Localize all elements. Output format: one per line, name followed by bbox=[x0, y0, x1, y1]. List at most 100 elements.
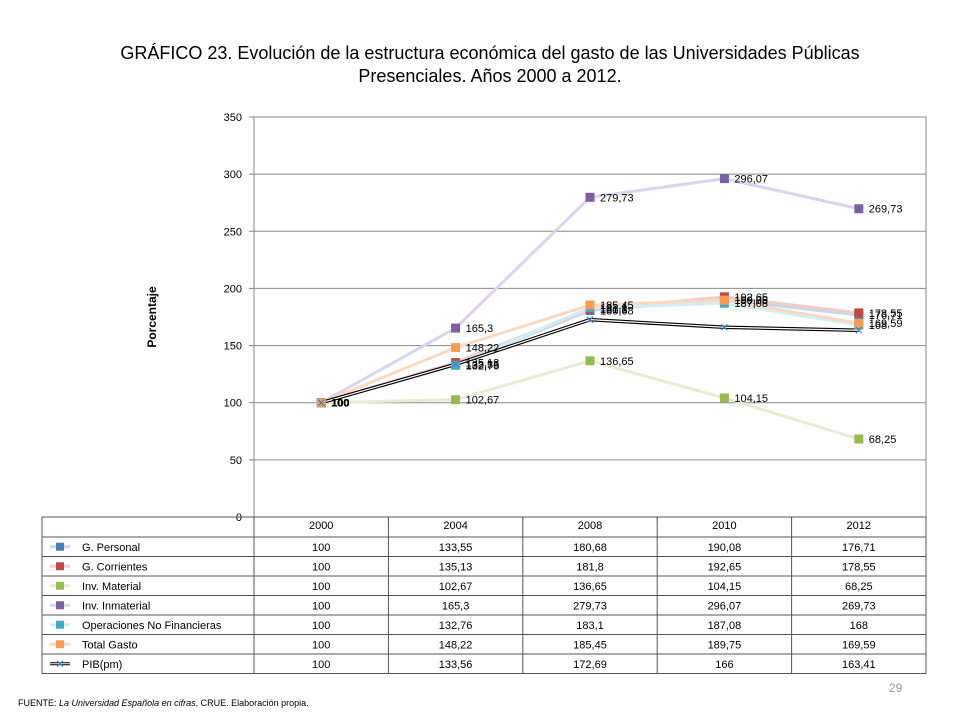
table-cell-value: 185,45 bbox=[573, 639, 607, 651]
data-label: 181,8 bbox=[600, 304, 628, 316]
table-cell-value: 166 bbox=[715, 659, 733, 671]
chart-title-line-2: Presenciales. Años 2000 a 2012. bbox=[358, 66, 622, 86]
data-point-marker bbox=[317, 399, 325, 407]
data-label: 100 bbox=[331, 398, 349, 410]
table-cell-value: 102,67 bbox=[439, 581, 473, 593]
x-tick-label: 2012 bbox=[847, 520, 871, 532]
table-cell-value: 100 bbox=[312, 600, 330, 612]
data-label: 136,65 bbox=[600, 356, 634, 368]
legend-key-marker bbox=[56, 562, 64, 571]
x-tick-label: 2008 bbox=[578, 520, 602, 532]
data-label: 169,59 bbox=[869, 318, 903, 330]
table-cell-value: 133,56 bbox=[439, 659, 473, 671]
x-tick-label: 2000 bbox=[309, 520, 333, 532]
data-label: 296,07 bbox=[734, 174, 768, 186]
data-label: 100 bbox=[331, 398, 349, 410]
data-point-marker bbox=[586, 316, 594, 324]
data-point-marker bbox=[720, 323, 728, 331]
table-cell-value: 100 bbox=[312, 620, 330, 632]
table-cell-value: 172,69 bbox=[573, 659, 607, 671]
table-cell-value: 178,55 bbox=[842, 561, 876, 573]
data-label: 135,13 bbox=[466, 358, 500, 370]
table-cell-value: 68,25 bbox=[845, 581, 873, 593]
data-point-marker bbox=[451, 343, 461, 353]
data-label: 100 bbox=[331, 398, 349, 410]
data-label: 190,08 bbox=[734, 295, 768, 307]
series-line bbox=[321, 359, 860, 441]
table-cell-value: 135,13 bbox=[439, 561, 473, 573]
data-label: 104,15 bbox=[734, 393, 768, 405]
data-point-marker bbox=[451, 395, 461, 405]
data-label: 187,08 bbox=[734, 298, 768, 310]
y-tick-label: 50 bbox=[230, 455, 242, 467]
data-point-marker bbox=[854, 318, 864, 328]
table-cell-value: 163,41 bbox=[842, 659, 876, 671]
table-cell-value: 279,73 bbox=[573, 600, 607, 612]
table-cell-value: 192,65 bbox=[708, 561, 742, 573]
data-point-marker bbox=[855, 326, 863, 334]
data-point-marker bbox=[719, 295, 729, 305]
legend-key-marker bbox=[56, 581, 64, 590]
legend-series-name: G. Corrientes bbox=[82, 561, 148, 573]
y-tick-label: 250 bbox=[224, 226, 242, 238]
data-label: 100 bbox=[331, 398, 349, 410]
y-tick-label: 150 bbox=[224, 341, 242, 353]
data-point-marker bbox=[719, 174, 729, 184]
data-label: 148,22 bbox=[466, 343, 500, 355]
legend-series-name: Total Gasto bbox=[82, 639, 138, 651]
data-label: 178,55 bbox=[869, 308, 903, 320]
y-tick-label: 200 bbox=[224, 283, 242, 295]
source-publication: La Universidad Española en cifras bbox=[59, 698, 196, 708]
legend-series-name: PIB(pm) bbox=[82, 659, 122, 671]
table-cell-value: 100 bbox=[312, 581, 330, 593]
table-cell-value: 187,08 bbox=[708, 620, 742, 632]
legend-key-marker bbox=[56, 620, 64, 629]
data-label: 68,25 bbox=[869, 434, 897, 446]
legend-series-name: Inv. Inmaterial bbox=[82, 600, 150, 612]
data-label: 176,71 bbox=[869, 310, 903, 322]
source-note: FUENTE: La Universidad Española en cifra… bbox=[18, 698, 309, 708]
table-cell-value: 176,71 bbox=[842, 542, 876, 554]
y-tick-label: 300 bbox=[224, 169, 242, 181]
data-label: 189,75 bbox=[734, 295, 768, 307]
table-cell-value: 136,65 bbox=[573, 581, 607, 593]
data-label: 132,76 bbox=[466, 360, 500, 372]
table-cell-value: 269,73 bbox=[842, 600, 876, 612]
data-point-marker bbox=[452, 360, 460, 368]
data-point-marker bbox=[854, 308, 864, 318]
table-cell-value: 169,59 bbox=[842, 639, 876, 651]
data-label: 185,45 bbox=[600, 300, 634, 312]
table-cell-value: 181,8 bbox=[576, 561, 604, 573]
data-point-marker bbox=[719, 393, 729, 403]
data-point-marker bbox=[854, 434, 864, 444]
legend-series-name: Inv. Material bbox=[82, 581, 141, 593]
table-cell-value: 165,3 bbox=[442, 600, 470, 612]
source-prefix: FUENTE: bbox=[18, 698, 60, 708]
x-tick-label: 2010 bbox=[712, 520, 736, 532]
table-cell-value: 180,68 bbox=[573, 542, 607, 554]
legend-key-marker bbox=[56, 601, 64, 610]
table-cell-value: 100 bbox=[312, 561, 330, 573]
data-label: 192,65 bbox=[734, 292, 768, 304]
data-label: 100 bbox=[331, 398, 349, 410]
legend-series-name: G. Personal bbox=[82, 542, 140, 554]
table-cell-value: 168 bbox=[850, 620, 868, 632]
table-cell-value: 190,08 bbox=[708, 542, 742, 554]
data-label: 100 bbox=[331, 398, 349, 410]
data-label: 269,73 bbox=[869, 204, 903, 216]
data-label: 102,67 bbox=[466, 395, 500, 407]
table-cell-value: 100 bbox=[312, 639, 330, 651]
table-cell-value: 100 bbox=[312, 542, 330, 554]
data-point-marker bbox=[585, 300, 595, 310]
chart-title-line-1: GRÁFICO 23. Evolución de la estructura e… bbox=[120, 43, 860, 63]
legend-key-marker bbox=[56, 640, 64, 649]
data-label: 165,3 bbox=[466, 323, 494, 335]
data-point-marker bbox=[451, 323, 461, 333]
table-cell-value: 148,22 bbox=[439, 639, 473, 651]
data-label: 180,68 bbox=[600, 306, 634, 318]
data-label: 279,73 bbox=[600, 192, 634, 204]
page-number: 29 bbox=[889, 681, 903, 695]
legend-key-marker bbox=[56, 542, 64, 551]
x-tick-label: 2004 bbox=[443, 520, 467, 532]
data-label: 183,1 bbox=[600, 303, 628, 315]
